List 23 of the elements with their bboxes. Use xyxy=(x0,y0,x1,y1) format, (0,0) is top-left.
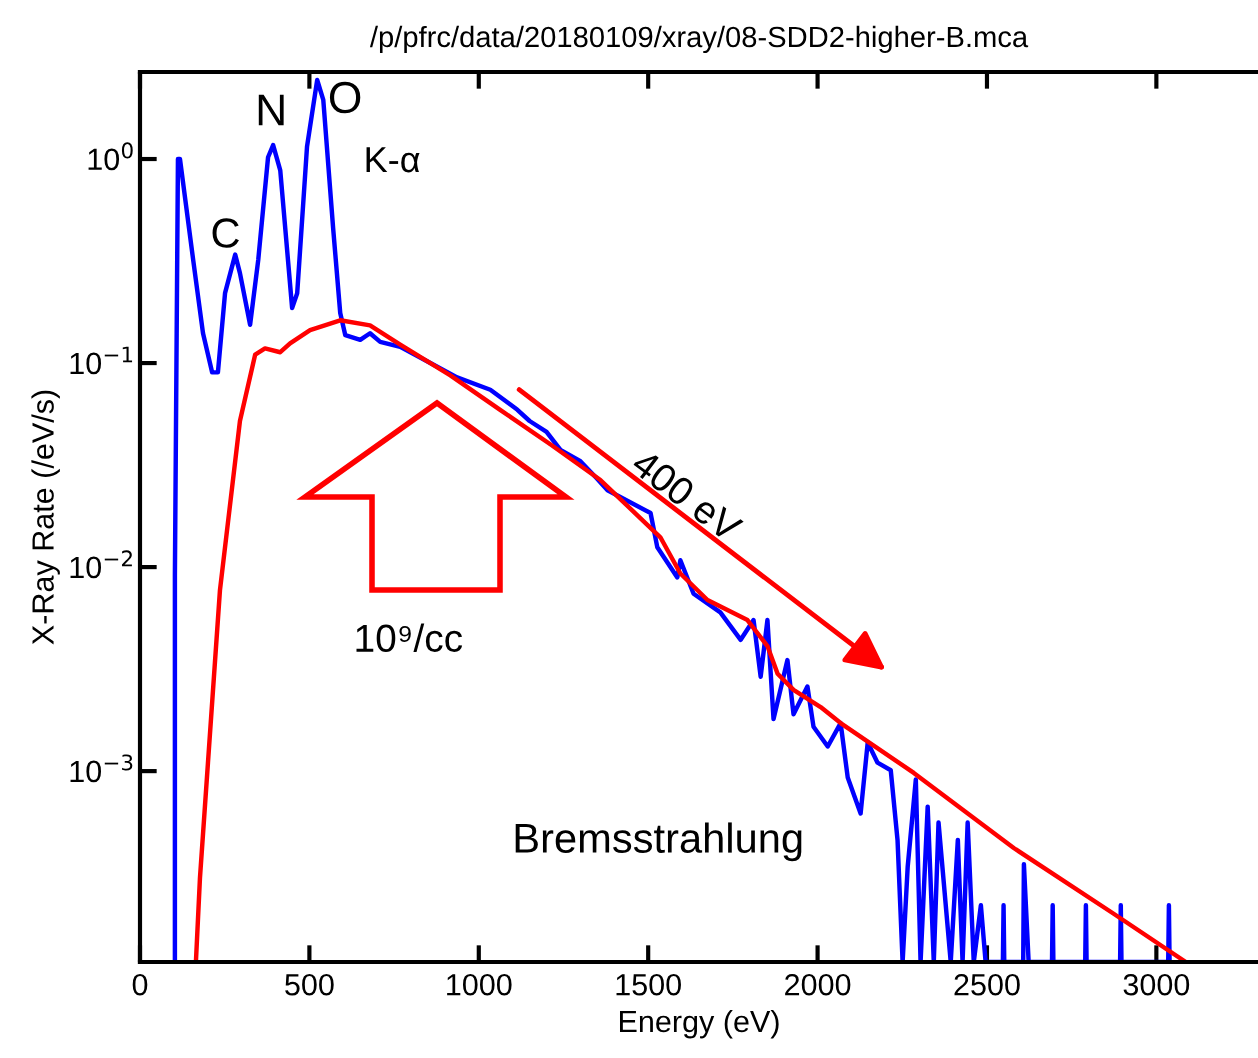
line-series xyxy=(193,318,1189,962)
annotation: Bremsstrahlung xyxy=(515,822,802,862)
x-axis-title: Energy (eV) xyxy=(620,1009,779,1039)
x-tick-label: 3000 xyxy=(1123,973,1190,996)
x-tick-label: 0 xyxy=(132,973,148,996)
annotation: 10⁹/cc xyxy=(356,623,463,653)
annotation: N xyxy=(258,94,284,126)
annotation: K-α xyxy=(366,147,420,173)
annotation: 400 eV xyxy=(629,447,744,544)
x-tick-label: 1000 xyxy=(447,973,512,996)
x-tick-label: 1500 xyxy=(616,973,681,996)
y-tick-label: 10$^{0}$ xyxy=(88,142,133,171)
x-tick-label: 2500 xyxy=(954,973,1020,996)
y-tick-label: 10$^{−3}$ xyxy=(70,754,133,783)
y-axis-title: X-Ray Rate (/eV/s) xyxy=(31,390,60,645)
annotation: O xyxy=(329,81,361,114)
x-tick-label: 500 xyxy=(285,973,334,996)
y-tick-label: 10$^{−1}$ xyxy=(70,346,133,375)
y-tick-label: 10$^{−2}$ xyxy=(70,550,132,579)
line-series xyxy=(172,77,1172,962)
chart-title: /p/pfrc/data/20180109/xray/08-SDD2-higher-B.mca xyxy=(369,25,1029,54)
x-tick-label: 2000 xyxy=(785,973,851,996)
annotation: C xyxy=(212,218,239,248)
